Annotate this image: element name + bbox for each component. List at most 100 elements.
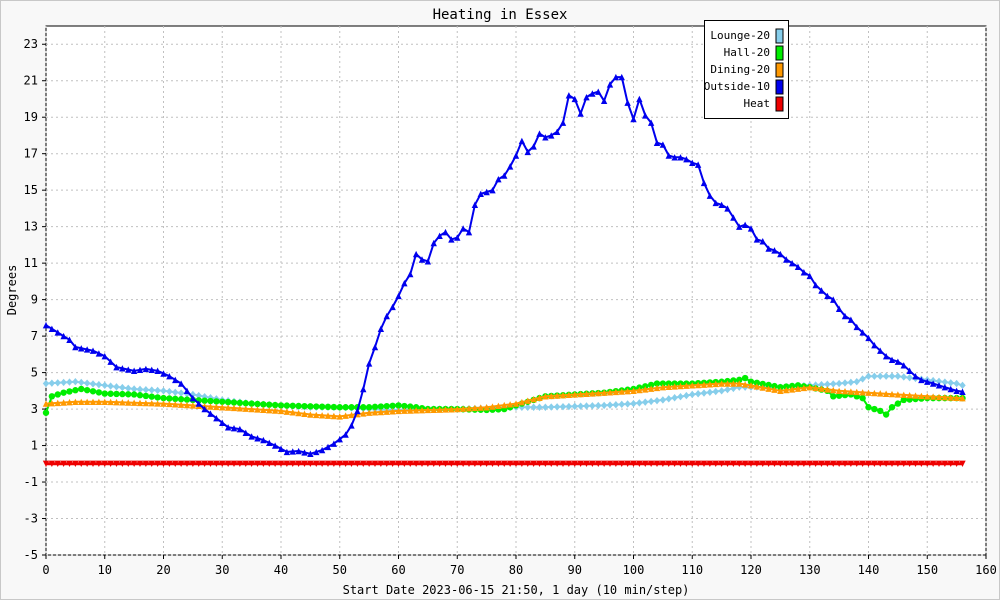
dining-20-point bbox=[700, 381, 708, 388]
lounge-20-point bbox=[818, 380, 825, 389]
y-tick-label: 9 bbox=[31, 293, 38, 307]
outside-10-point bbox=[812, 281, 819, 289]
outside-10-point bbox=[530, 143, 537, 150]
heat-point bbox=[694, 460, 702, 467]
heat-point bbox=[565, 460, 573, 467]
dining-20-point bbox=[736, 380, 743, 387]
hall-20-point bbox=[136, 392, 144, 399]
y-tick-label: -1 bbox=[24, 475, 38, 489]
heat-point bbox=[119, 460, 126, 467]
hall-20-point bbox=[759, 380, 766, 388]
dining-20-point bbox=[266, 406, 273, 414]
dining-20-point bbox=[630, 387, 637, 395]
heat-point bbox=[518, 460, 526, 467]
dining-20-point bbox=[659, 383, 667, 391]
dining-20-point bbox=[689, 382, 696, 389]
outside-10-point bbox=[313, 448, 320, 456]
lounge-20-point bbox=[577, 402, 584, 410]
outside-10-point bbox=[442, 228, 449, 236]
outside-10-point bbox=[924, 378, 931, 385]
heat-point bbox=[730, 460, 737, 467]
dining-20-point bbox=[501, 401, 508, 409]
heat-point bbox=[530, 460, 537, 467]
heat-point bbox=[307, 460, 314, 467]
hall-20-point bbox=[254, 400, 261, 408]
outside-10-point bbox=[882, 352, 890, 360]
dining-20-point bbox=[918, 392, 925, 400]
heat-point bbox=[324, 460, 332, 467]
dining-20-point bbox=[324, 412, 332, 419]
lounge-20-point bbox=[706, 388, 714, 396]
x-tick-label: 50 bbox=[333, 563, 347, 577]
dining-20-point bbox=[824, 386, 831, 393]
dining-20-point bbox=[612, 388, 620, 396]
dining-20-point bbox=[953, 394, 960, 402]
outside-10-point bbox=[589, 90, 596, 97]
lounge-20-point bbox=[195, 391, 202, 400]
hall-20-point bbox=[54, 391, 61, 398]
hall-20-point bbox=[42, 409, 50, 416]
heat-point bbox=[360, 460, 367, 467]
lounge-20-point bbox=[48, 379, 56, 387]
hall-20-point bbox=[295, 402, 302, 410]
heat-point bbox=[107, 460, 114, 467]
heat-point bbox=[183, 460, 191, 467]
dining-20-point bbox=[78, 398, 85, 405]
outside-10-point bbox=[730, 214, 737, 221]
outside-10-point bbox=[706, 192, 714, 199]
dining-20-point bbox=[753, 383, 761, 390]
dining-20-point bbox=[130, 399, 138, 406]
dining-20-point bbox=[788, 386, 796, 393]
outside-10-point bbox=[60, 332, 67, 340]
outside-10-point bbox=[495, 176, 502, 183]
outside-10-point bbox=[694, 161, 702, 168]
heat-point bbox=[642, 460, 649, 467]
dining-20-point bbox=[48, 400, 56, 407]
dining-20-point bbox=[536, 394, 543, 401]
dining-20-point bbox=[806, 383, 813, 391]
lounge-20-point bbox=[559, 402, 567, 411]
hall-20-point bbox=[894, 400, 902, 407]
dining-20-point bbox=[407, 407, 414, 414]
dining-20-point bbox=[72, 398, 79, 405]
outside-10-point bbox=[647, 119, 655, 126]
heat-point bbox=[871, 460, 878, 467]
heat-point bbox=[142, 460, 150, 467]
outside-10-point bbox=[689, 159, 696, 167]
heat-point bbox=[412, 460, 420, 467]
lounge-20-point bbox=[859, 375, 866, 383]
outside-10-point bbox=[107, 358, 114, 365]
outside-10-point bbox=[377, 325, 385, 333]
outside-10-point bbox=[271, 442, 279, 449]
heat-point bbox=[800, 460, 808, 467]
dining-20-point bbox=[830, 386, 837, 394]
heat-point bbox=[753, 460, 761, 467]
outside-10-point bbox=[125, 366, 132, 373]
dining-20-point bbox=[54, 399, 61, 407]
hall-20-point bbox=[248, 400, 255, 407]
dining-20-point bbox=[595, 389, 602, 397]
x-tick-label: 110 bbox=[681, 563, 703, 577]
hall-20-point bbox=[148, 393, 155, 400]
x-tick-label: 130 bbox=[799, 563, 821, 577]
heat-point bbox=[812, 460, 819, 467]
outside-10-point bbox=[201, 405, 208, 413]
dining-20-point bbox=[154, 400, 161, 407]
heat-point bbox=[342, 460, 349, 467]
hall-20-point bbox=[877, 407, 884, 415]
heat-point bbox=[377, 460, 385, 467]
dining-20-point bbox=[389, 408, 396, 415]
heat-point bbox=[260, 460, 267, 467]
x-tick-label: 20 bbox=[156, 563, 170, 577]
outside-10-point bbox=[536, 130, 543, 137]
outside-10-point bbox=[430, 239, 437, 247]
lounge-20-point bbox=[636, 399, 643, 407]
lounge-20-point bbox=[612, 400, 620, 409]
outside-10-point bbox=[48, 325, 56, 333]
heat-point bbox=[42, 460, 50, 467]
dining-20-point bbox=[301, 410, 308, 418]
lounge-20-point bbox=[565, 402, 573, 411]
lounge-20-point bbox=[900, 373, 907, 381]
outside-10-point bbox=[636, 95, 643, 103]
heat-point bbox=[506, 460, 514, 467]
